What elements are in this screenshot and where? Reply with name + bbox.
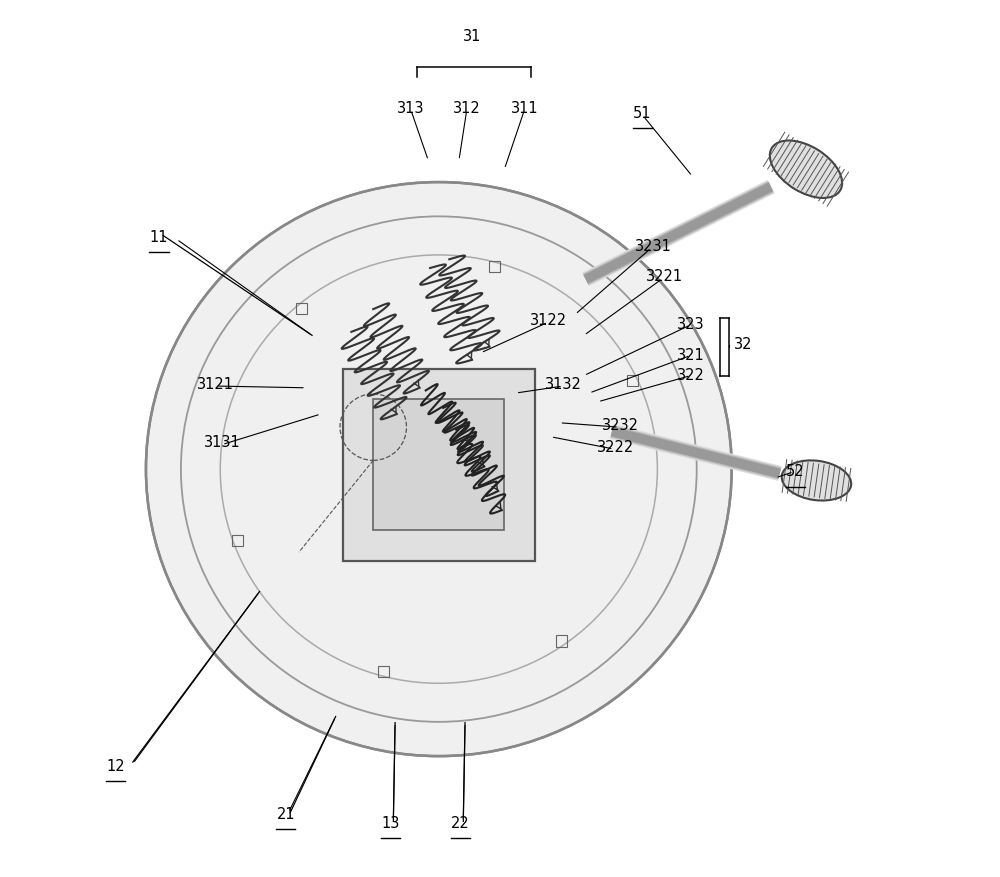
Text: 313: 313 [397, 101, 425, 116]
Text: 52: 52 [786, 464, 805, 479]
Text: 21: 21 [277, 807, 295, 822]
Text: 3131: 3131 [204, 435, 240, 451]
Text: 12: 12 [106, 759, 125, 774]
Text: 3222: 3222 [597, 439, 634, 455]
Text: 31: 31 [463, 29, 481, 44]
Text: 51: 51 [633, 106, 652, 121]
Text: 3221: 3221 [646, 269, 683, 284]
Ellipse shape [146, 182, 732, 756]
Text: 22: 22 [451, 816, 470, 831]
Bar [373, 399, 504, 530]
Text: 322: 322 [677, 368, 705, 383]
Ellipse shape [770, 140, 842, 198]
Text: 32: 32 [734, 338, 752, 353]
Text: 3231: 3231 [635, 239, 671, 253]
Text: 13: 13 [382, 816, 400, 831]
Text: 3122: 3122 [530, 313, 567, 328]
Text: 311: 311 [511, 101, 538, 116]
Text: 323: 323 [677, 317, 704, 332]
Text: 321: 321 [677, 348, 704, 363]
Text: 312: 312 [453, 101, 481, 116]
Text: 11: 11 [150, 230, 168, 245]
Bar [343, 368, 535, 561]
Text: 3132: 3132 [545, 377, 581, 392]
Ellipse shape [782, 460, 851, 501]
Text: 3121: 3121 [197, 377, 234, 392]
Text: 3232: 3232 [602, 417, 639, 433]
